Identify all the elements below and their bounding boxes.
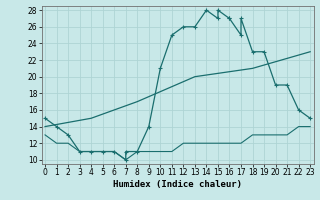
X-axis label: Humidex (Indice chaleur): Humidex (Indice chaleur) — [113, 180, 242, 189]
